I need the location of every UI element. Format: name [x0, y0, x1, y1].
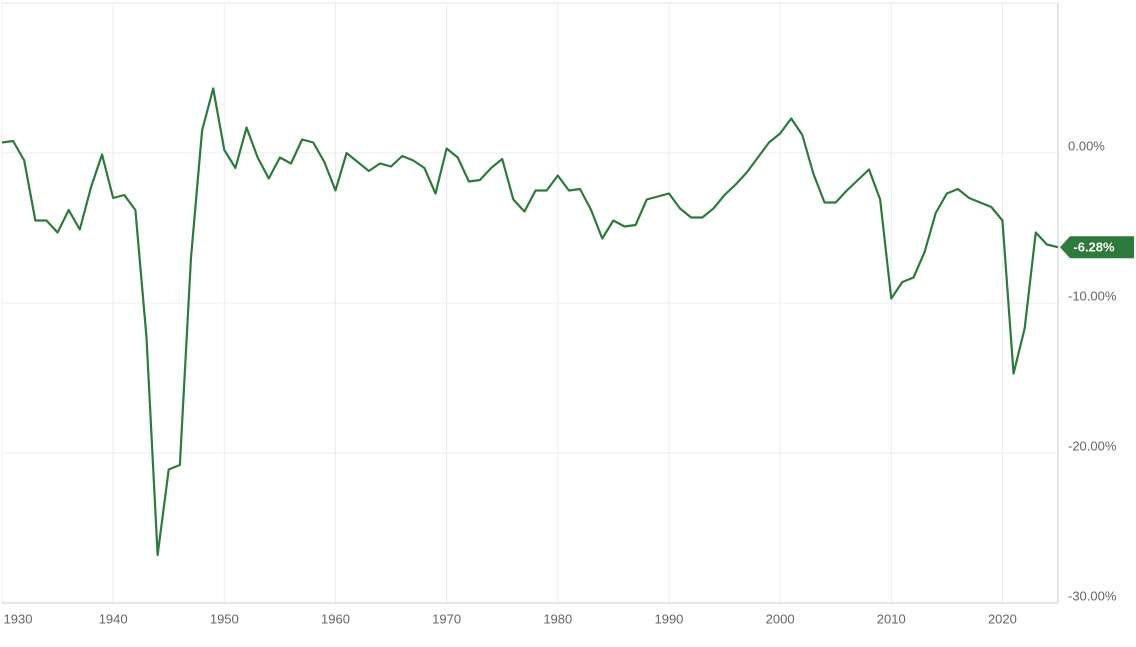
x-tick-label: 1930 — [4, 611, 33, 626]
y-tick-label: -10.00% — [1068, 288, 1117, 303]
y-tick-label: -30.00% — [1068, 588, 1117, 603]
x-tick-label: 1940 — [99, 611, 128, 626]
x-tick-label: 1970 — [432, 611, 461, 626]
x-tick-label: 2020 — [988, 611, 1017, 626]
x-tick-label: 1990 — [654, 611, 683, 626]
x-tick-label: 1980 — [543, 611, 572, 626]
last-value-label: -6.28% — [1073, 240, 1115, 255]
data-line — [1, 87, 1059, 557]
x-tick-label: 1960 — [321, 611, 350, 626]
x-tick-label: 2010 — [877, 611, 906, 626]
y-tick-label: 0.00% — [1068, 138, 1105, 153]
y-tick-label: -20.00% — [1068, 438, 1117, 453]
last-value-badge — [1060, 236, 1134, 259]
x-tick-label: 1950 — [210, 611, 239, 626]
x-tick-label: 2000 — [766, 611, 795, 626]
